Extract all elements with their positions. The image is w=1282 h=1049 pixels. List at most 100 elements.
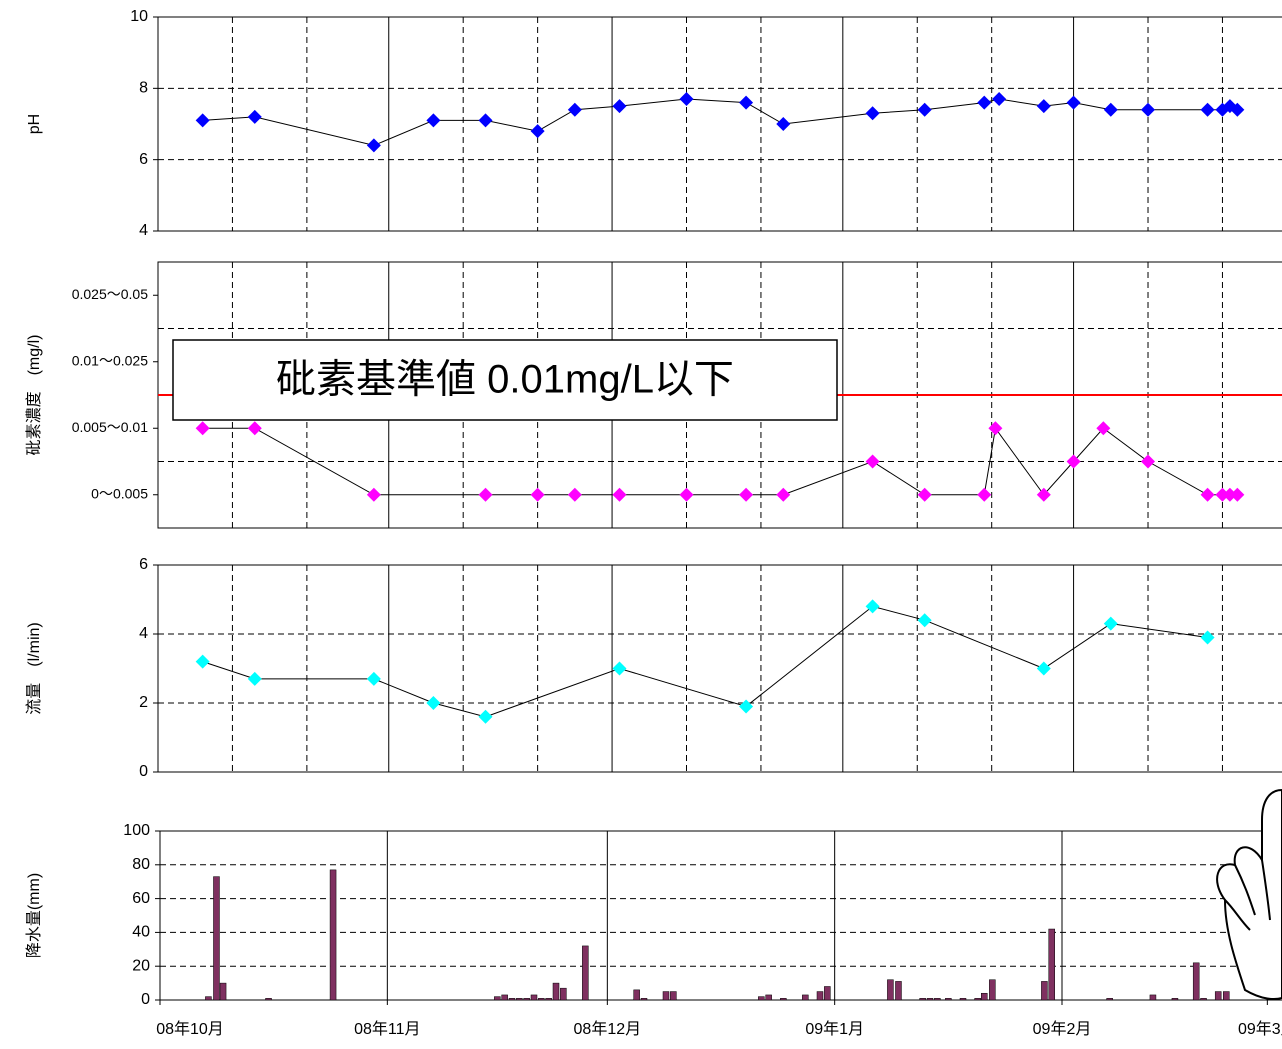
data-point	[680, 92, 694, 106]
data-point	[1104, 103, 1118, 117]
data-point	[739, 96, 753, 110]
data-point	[866, 106, 880, 120]
bar	[553, 983, 559, 1000]
bar	[802, 995, 808, 1000]
bar	[266, 998, 272, 1000]
y-tick-label: 6	[139, 556, 148, 573]
bar	[1107, 998, 1113, 1000]
bar	[1172, 998, 1178, 1000]
data-point	[1230, 488, 1244, 502]
data-point	[1067, 96, 1081, 110]
x-tick-label: 09年2月	[1033, 1020, 1092, 1038]
data-point	[613, 662, 627, 676]
bar	[887, 980, 893, 1000]
bar	[524, 998, 530, 1000]
data-point	[367, 488, 381, 502]
panel: 020406080100降水量(mm)08年10月08年11月08年12月09年…	[25, 822, 1282, 1038]
y-tick-label: 0	[139, 763, 148, 780]
plot-border	[158, 17, 1282, 231]
data-point	[479, 710, 493, 724]
data-point	[866, 599, 880, 613]
bar	[989, 980, 995, 1000]
data-point	[196, 655, 210, 669]
y-tick-label: 2	[139, 694, 148, 711]
x-tick-label: 09年3月	[1238, 1020, 1282, 1038]
data-point	[776, 117, 790, 131]
bar	[330, 870, 336, 1000]
bar	[531, 995, 537, 1000]
y-tick-label: 0.005～0.01	[72, 419, 148, 435]
x-tick-label: 08年11月	[354, 1020, 420, 1038]
y-axis-label: 降水量(mm)	[25, 873, 43, 958]
chart: 46810pH0～0.0050.005～0.010.01～0.0250.025～…	[0, 0, 1282, 1044]
bar	[1201, 998, 1207, 1000]
data-point	[1037, 99, 1051, 113]
bar	[670, 992, 676, 1000]
data-point	[918, 613, 932, 627]
bar	[634, 990, 640, 1000]
bar	[895, 981, 901, 1000]
y-tick-label: 4	[139, 625, 148, 642]
y-axis-label: pH	[26, 114, 43, 134]
plot-border	[158, 565, 1282, 772]
data-point	[248, 110, 262, 124]
data-point	[426, 696, 440, 710]
data-point	[977, 96, 991, 110]
bar	[538, 998, 544, 1000]
page: 46810pH0～0.0050.005～0.010.01～0.0250.025～…	[0, 0, 1282, 1044]
data-point	[918, 103, 932, 117]
data-point	[680, 488, 694, 502]
bar	[920, 998, 926, 1000]
data-point	[367, 672, 381, 686]
bar	[1049, 929, 1055, 1000]
data-point	[977, 488, 991, 502]
y-tick-label: 0	[141, 991, 150, 1008]
data-point	[739, 699, 753, 713]
x-tick-label: 09年1月	[805, 1020, 864, 1038]
y-tick-label: 0～0.005	[91, 485, 148, 501]
bar	[975, 998, 981, 1000]
bar	[1223, 992, 1229, 1000]
data-point	[196, 421, 210, 435]
y-tick-label: 6	[139, 151, 148, 168]
bar	[1150, 995, 1156, 1000]
y-tick-label: 0.01～0.025	[72, 352, 148, 368]
data-point	[866, 455, 880, 469]
data-point	[1201, 103, 1215, 117]
y-axis-label: 流量 (l/min)	[25, 622, 43, 714]
series-line	[203, 99, 1238, 145]
data-point	[426, 113, 440, 127]
bar	[758, 997, 764, 1000]
y-tick-label: 20	[132, 957, 150, 974]
data-point	[918, 488, 932, 502]
y-tick-label: 100	[123, 822, 150, 839]
annotation-text: 砒素基準値 0.01mg/L以下	[276, 358, 734, 402]
bar	[1193, 963, 1199, 1000]
data-point	[248, 672, 262, 686]
data-point	[568, 103, 582, 117]
data-point	[1201, 630, 1215, 644]
data-point	[1141, 455, 1155, 469]
bar	[780, 998, 786, 1000]
bar	[213, 877, 219, 1000]
data-point	[479, 488, 493, 502]
bar	[766, 995, 772, 1000]
bar	[220, 983, 226, 1000]
y-tick-label: 80	[132, 856, 150, 873]
y-tick-label: 10	[130, 8, 148, 25]
x-tick-label: 08年10月	[156, 1020, 224, 1038]
y-tick-label: 40	[132, 924, 150, 941]
data-point	[196, 113, 210, 127]
data-point	[531, 124, 545, 138]
bar	[509, 998, 515, 1000]
bar	[205, 997, 211, 1000]
bar	[546, 998, 552, 1000]
data-point	[479, 113, 493, 127]
bar	[516, 998, 522, 1000]
data-point	[568, 488, 582, 502]
y-axis-label: 砒素濃度 (mg/l)	[25, 335, 43, 456]
y-tick-label: 4	[139, 222, 148, 239]
data-point	[367, 138, 381, 152]
bar	[927, 998, 933, 1000]
